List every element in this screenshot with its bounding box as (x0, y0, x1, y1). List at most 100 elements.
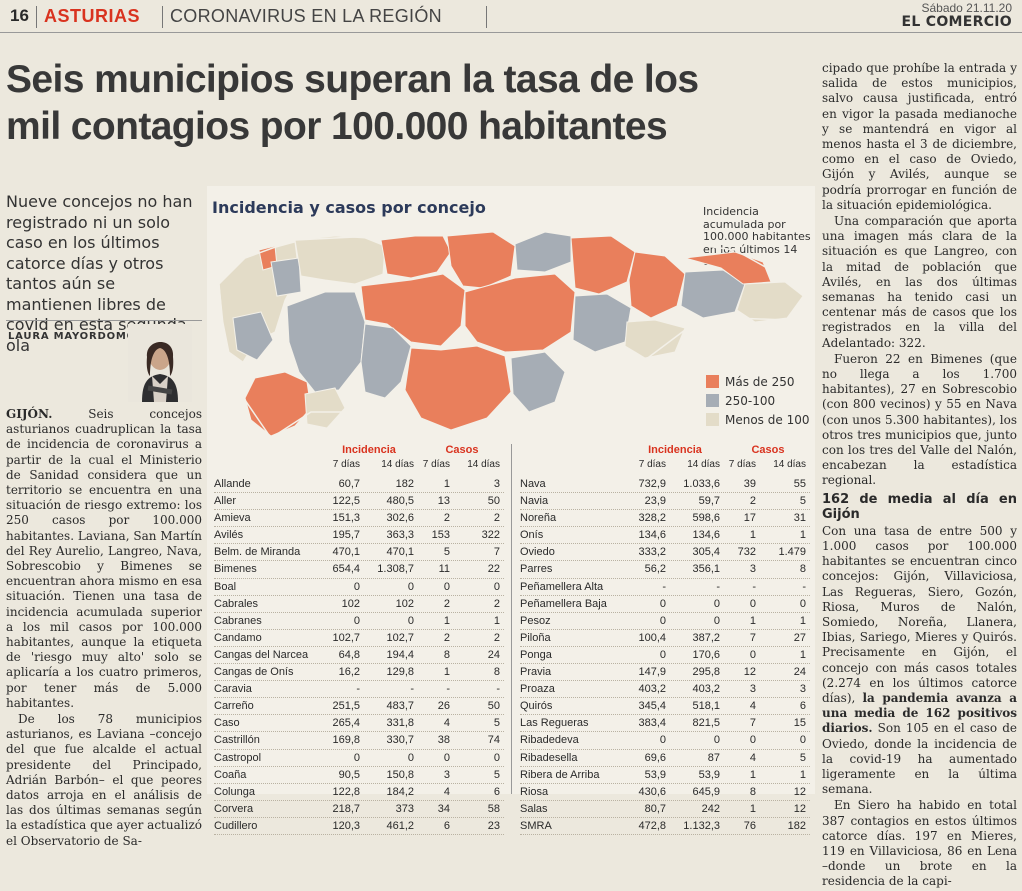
article-column-1: GIJÓN. Seis concejos asturianos cuadrupl… (6, 407, 202, 850)
incidence-7d: 64,8 (338, 648, 360, 661)
incidence-14d: 0 (407, 614, 414, 627)
map-region-center-gray (360, 323, 412, 399)
legend-item: Menos de 100 (706, 410, 809, 429)
incidence-7d: - (356, 683, 360, 696)
cases-14d: 24 (793, 666, 806, 679)
map-region-center-orange-2 (446, 231, 516, 289)
col-header-7: 7 días (638, 459, 666, 470)
section-heading: 162 de media al día en Gijón (822, 491, 1017, 522)
newspaper-name: EL COMERCIO (901, 14, 1012, 30)
incidence-14d: 87 (707, 751, 720, 764)
infographic-title: Incidencia y casos por concejo (212, 198, 486, 217)
cases-7d: 2 (443, 631, 450, 644)
table-row: Ponga 0 170,6 0 1 (520, 647, 810, 665)
incidence-7d: 654,4 (332, 563, 360, 576)
col-header-14: 14 días (773, 459, 806, 470)
table-row: Cangas del Narcea 64,8 194,4 8 24 (214, 647, 504, 665)
municipality-name: Cabrales (214, 597, 259, 610)
incidence-7d: 53,9 (644, 768, 666, 781)
municipality-name: Navia (520, 495, 549, 508)
municipality-name: Caravia (214, 683, 252, 696)
table-row: Cudillero 120,3 461,2 6 23 (214, 818, 504, 835)
header-divider (36, 6, 37, 28)
table-row: Nava 732,9 1.033,6 39 55 (520, 476, 810, 494)
incidence-7d: 328,2 (638, 512, 666, 525)
incidence-7d: 102,7 (332, 631, 360, 644)
map-region-southwest-gray (304, 387, 346, 429)
table-rows: Nava 732,9 1.033,6 39 55 Navia 23,9 59,7 2 5 Noreñ… (520, 476, 810, 835)
legend-label: 250-100 (725, 393, 776, 408)
municipality-name: Pravia (520, 666, 552, 679)
municipality-name: Coaña (214, 768, 247, 781)
cases-14d: 1 (799, 768, 806, 781)
municipality-name: Salas (520, 802, 548, 815)
incidence-14d: 0 (713, 614, 720, 627)
incidence-7d: 69,6 (644, 751, 666, 764)
incidence-7d: 251,5 (332, 700, 360, 713)
cases-7d: 4 (443, 785, 450, 798)
byline-rule (6, 320, 202, 321)
col-header-14: 14 días (381, 459, 414, 470)
table-row: Ribadedeva 0 0 0 0 (520, 732, 810, 750)
legend-item: Más de 250 (706, 372, 809, 391)
paragraph: Una comparación que aporta una imagen má… (822, 214, 1017, 350)
incidence-7d: 122,5 (332, 495, 360, 508)
header-rule (0, 32, 1022, 33)
headline-line-2: mil contagios por 100.000 habitantes (6, 105, 668, 148)
incidence-14d: 373 (395, 802, 414, 815)
map-region-south-gray (510, 351, 566, 413)
incidence-7d: 147,9 (638, 666, 666, 679)
incidence-14d: - (716, 580, 720, 593)
municipality-name: Parres (520, 563, 553, 576)
paragraph: cipado que prohíbe la entrada y salida d… (822, 61, 1017, 212)
cases-7d: 0 (749, 734, 756, 747)
cases-7d: - (752, 580, 756, 593)
cases-14d: 3 (799, 683, 806, 696)
table-row: Candamo 102,7 102,7 2 2 (214, 630, 504, 647)
cases-7d: - (446, 683, 450, 696)
municipality-name: Pesoz (520, 614, 551, 627)
highlight-text: la pandemia avanza a una media de 162 po… (822, 690, 1017, 736)
cases-14d: 24 (487, 648, 500, 661)
paragraph: En Siero ha habido en total 387 contagio… (822, 798, 1017, 889)
cases-14d: 2 (493, 631, 500, 644)
group-header-casos: Casos (751, 444, 785, 456)
incidence-7d: 430,6 (638, 785, 666, 798)
header-divider (162, 6, 163, 28)
table-row: Peñamellera Baja 0 0 0 0 (520, 596, 810, 613)
municipality-name: Cabranes (214, 614, 262, 627)
map-region-coast-west (294, 235, 386, 285)
table-row: Aller 122,5 480,5 13 50 (214, 493, 504, 511)
incidence-7d: 23,9 (644, 495, 666, 508)
map-region-east-south-beige (624, 319, 686, 359)
headline-line-1: Seis municipios superan la tasa de los (6, 58, 699, 101)
municipality-name: Castrillón (214, 734, 260, 747)
incidence-14d: 518,1 (692, 700, 720, 713)
municipality-name: Bimenes (214, 563, 257, 576)
cases-7d: 39 (743, 478, 756, 490)
map-region-center-orange-3 (464, 273, 576, 353)
cases-7d: 1 (443, 666, 450, 679)
col-header-7: 7 días (332, 459, 360, 470)
cases-14d: 0 (799, 734, 806, 747)
issue-date: Sábado 21.11.20 (921, 1, 1012, 15)
subheadline: Nueve concejos no han registrado ni un s… (6, 192, 193, 355)
municipality-name: Candamo (214, 631, 262, 644)
table-row: Carreño 251,5 483,7 26 50 (214, 698, 504, 716)
cases-7d: 26 (437, 700, 450, 713)
cases-7d: 3 (749, 683, 756, 696)
incidence-7d: 403,2 (638, 683, 666, 696)
header-divider (486, 6, 487, 28)
table-row: Castropol 0 0 0 0 (214, 750, 504, 767)
cases-14d: 74 (487, 734, 500, 747)
incidence-14d: 363,3 (386, 529, 414, 542)
municipality-name: Ribera de Arriba (520, 768, 600, 781)
incidence-7d: 472,8 (638, 819, 666, 832)
cases-14d: 0 (493, 751, 500, 764)
table-row: Ribera de Arriba 53,9 53,9 1 1 (520, 767, 810, 784)
incidence-7d: 134,6 (638, 529, 666, 542)
municipality-name: Ribadedeva (520, 734, 579, 747)
incidence-7d: 102 (341, 597, 360, 610)
incidence-14d: 129,8 (386, 666, 414, 679)
table-row: Amieva 151,3 302,6 2 2 (214, 510, 504, 528)
